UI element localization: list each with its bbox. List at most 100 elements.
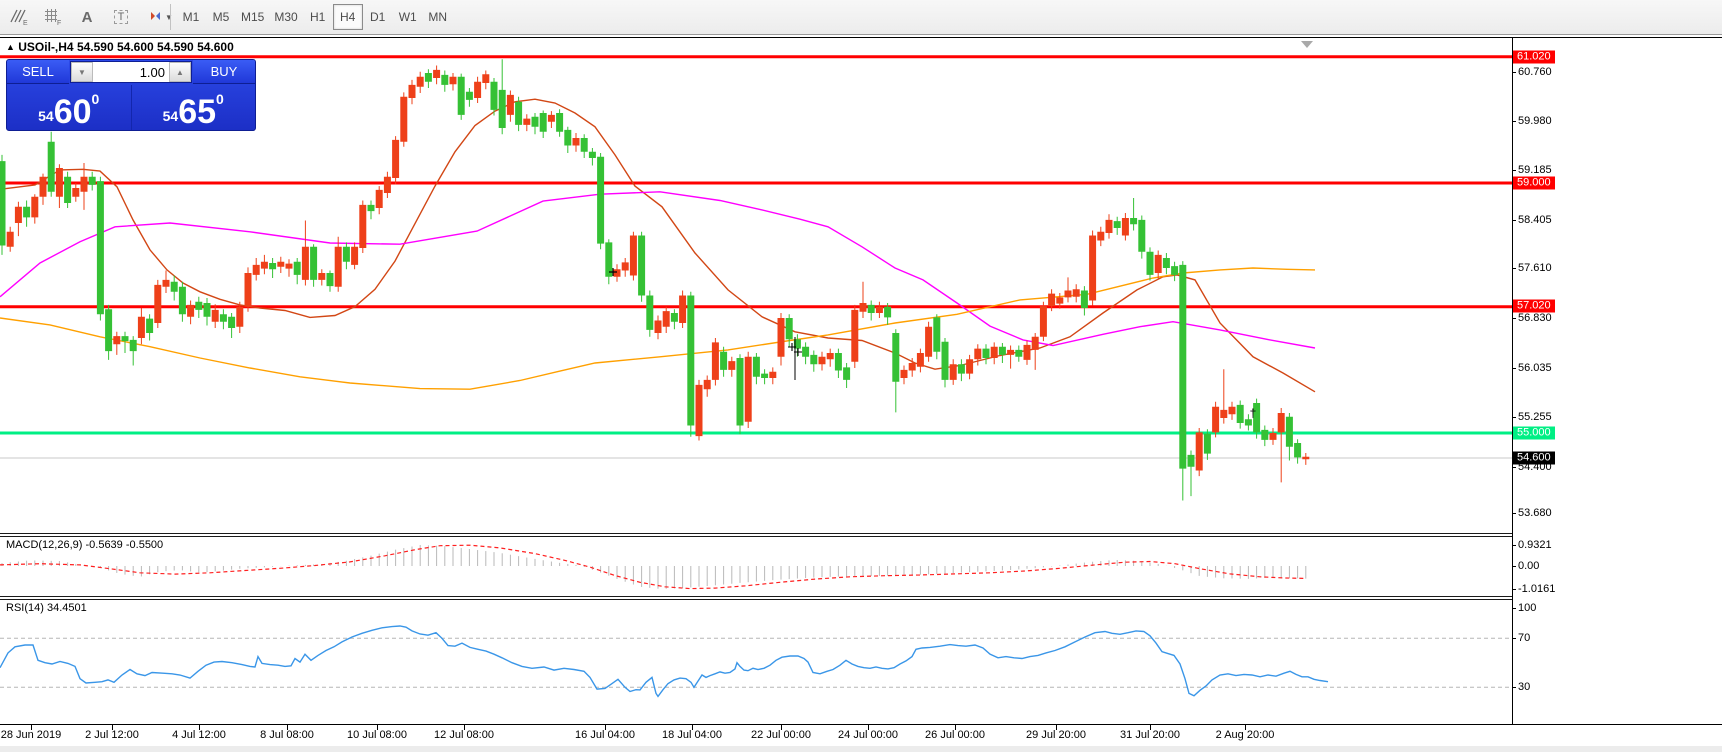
time-tick [781, 725, 782, 730]
price-axis-label: 56.035 [1518, 362, 1552, 374]
time-tick [377, 725, 378, 730]
svg-text:F: F [57, 20, 61, 26]
main-macd-separator2[interactable] [0, 536, 1512, 537]
volume-decrease-button[interactable]: ▼ [71, 62, 93, 82]
time-tick [868, 725, 869, 730]
oct-expander-icon[interactable]: ▲ [6, 42, 15, 52]
grid-icon[interactable]: F [38, 4, 68, 30]
price-axis-label: 55.255 [1518, 411, 1552, 423]
timeframe-m1[interactable]: M1 [182, 10, 200, 24]
timeframe-d1[interactable]: D1 [370, 10, 386, 24]
price-level-badge: 54.600 [1513, 451, 1555, 465]
timeframe-mn[interactable]: MN [428, 10, 448, 24]
timeframe-m5[interactable]: M5 [212, 10, 230, 24]
text-box-icon[interactable]: T [106, 4, 136, 30]
chart-shift-marker-icon[interactable] [1301, 41, 1313, 48]
timeframe-h1[interactable]: H1 [310, 10, 326, 24]
indicators-icon[interactable]: E [4, 4, 34, 30]
macd-rsi-separator[interactable] [0, 596, 1512, 597]
quote-line[interactable]: ▲ USOil-,H4 54.590 54.600 54.590 54.600 [6, 40, 234, 54]
time-tick [287, 725, 288, 730]
svg-text:E: E [23, 20, 28, 26]
price-axis-label: 59.185 [1518, 164, 1552, 176]
rsi-chart[interactable] [0, 600, 1512, 724]
time-axis-label: 2 Aug 20:00 [1215, 729, 1275, 741]
price-axis-label: 60.760 [1518, 66, 1552, 78]
time-axis-label: 24 Jul 00:00 [838, 729, 898, 741]
time-tick [464, 725, 465, 730]
sell-price[interactable]: 54 60 0 [7, 85, 132, 130]
time-axis-label: 12 Jul 08:00 [434, 729, 494, 741]
price-axis-line [1512, 37, 1513, 725]
price-tick [1512, 318, 1516, 319]
price-level-badge: 61.020 [1513, 50, 1555, 64]
symbol-period: USOil-,H4 [18, 40, 74, 54]
time-tick [31, 725, 32, 730]
price-tick [1512, 545, 1516, 546]
toolbar: E F A T ▼ [0, 0, 1722, 35]
time-tick [1245, 725, 1246, 730]
volume-increase-button[interactable]: ▲ [169, 62, 191, 82]
price-tick [1512, 566, 1516, 567]
timeframe-m15[interactable]: M15 [241, 10, 265, 24]
toolbar-separator [170, 4, 171, 30]
timeframe-m30[interactable]: M30 [274, 10, 298, 24]
macd-chart[interactable] [0, 537, 1512, 595]
chart-frame-top [0, 37, 1722, 38]
time-tick [692, 725, 693, 730]
price-tick [1512, 220, 1516, 221]
time-axis-label: 8 Jul 08:00 [260, 729, 314, 741]
time-tick [1150, 725, 1151, 730]
rsi-value: 34.4501 [46, 602, 87, 614]
time-tick [1056, 725, 1057, 730]
time-axis-label: 10 Jul 08:00 [347, 729, 407, 741]
macd-rsi-separator2[interactable] [0, 599, 1512, 600]
price-level-badge: 57.020 [1513, 299, 1555, 313]
macd-label: MACD(12,26,9) -0.5639 -0.5500 [6, 539, 164, 551]
price-level-badge: 59.000 [1513, 176, 1555, 190]
volume-control: ▼ ▲ [70, 61, 192, 83]
time-axis-label: 29 Jul 20:00 [1026, 729, 1086, 741]
price-axis-label: 70 [1518, 632, 1531, 644]
price-axis-label: 53.680 [1518, 507, 1552, 519]
price-tick [1512, 687, 1516, 688]
time-axis-label: 4 Jul 12:00 [172, 729, 226, 741]
timeframe-h4[interactable]: H4 [332, 4, 363, 30]
cycles-icon[interactable]: ▼ [140, 4, 180, 30]
price-axis-label: 59.980 [1518, 115, 1552, 127]
price-tick [1512, 417, 1516, 418]
price-tick [1512, 608, 1516, 609]
price-axis-label: 0.00 [1518, 560, 1540, 572]
buy-button[interactable]: BUY [193, 60, 255, 84]
buy-price[interactable]: 54 65 0 [162, 91, 224, 131]
rsi-label: RSI(14) 34.4501 [6, 602, 87, 614]
price-chart[interactable]: † [0, 38, 1512, 533]
status-strip [0, 746, 1722, 752]
price-axis-label: 58.405 [1518, 214, 1552, 226]
svg-text:†: † [1250, 406, 1257, 420]
time-axis-label: 16 Jul 04:00 [575, 729, 635, 741]
price-axis-label: 0.9321 [1518, 539, 1552, 551]
time-tick [199, 725, 200, 730]
time-axis-label: 26 Jul 00:00 [925, 729, 985, 741]
price-axis-label: -1.0161 [1518, 583, 1556, 595]
price-axis-label: 30 [1518, 681, 1531, 693]
main-macd-separator[interactable] [0, 533, 1512, 534]
price-tick [1512, 638, 1516, 639]
timeframe-w1[interactable]: W1 [398, 10, 417, 24]
drawing-tool-group: E F A T ▼ [4, 3, 180, 31]
ohlc-values: 54.590 54.600 54.590 54.600 [76, 40, 234, 54]
volume-input[interactable] [93, 62, 169, 82]
price-tick [1512, 268, 1516, 269]
time-axis-label: 22 Jul 00:00 [751, 729, 811, 741]
text-label-icon[interactable]: A [81, 8, 93, 26]
macd-signal-value: -0.5500 [125, 539, 164, 551]
sell-button[interactable]: SELL [7, 60, 69, 84]
time-axis-label: 31 Jul 20:00 [1120, 729, 1180, 741]
time-axis-label: 28 Jun 2019 [0, 729, 62, 741]
price-tick [1512, 368, 1516, 369]
price-tick [1512, 467, 1516, 468]
price-level-badge: 55.000 [1513, 426, 1555, 440]
